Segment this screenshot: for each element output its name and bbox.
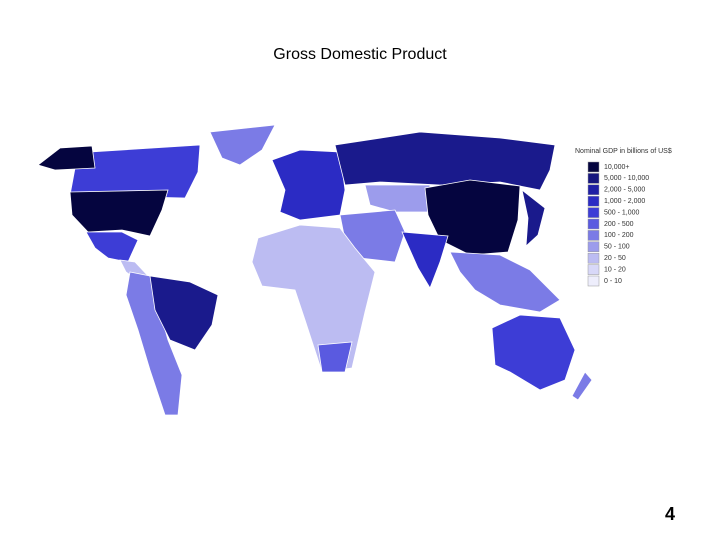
legend-swatch (587, 230, 600, 241)
legend-label: 50 - 100 (604, 244, 630, 251)
legend-label: 10 - 20 (604, 266, 626, 273)
country (69, 189, 169, 237)
country (317, 341, 353, 373)
legend-swatch (587, 184, 600, 196)
page-number: 4 (665, 504, 675, 524)
legend-label: 200 - 500 (604, 221, 634, 228)
country (571, 371, 593, 401)
legend-swatch (587, 241, 600, 253)
legend-swatch (587, 264, 600, 275)
legend-swatch (587, 252, 600, 264)
legend-swatch (587, 275, 600, 287)
legend-label: 1,000 - 2,000 (604, 198, 645, 205)
country (271, 149, 346, 221)
country (37, 145, 96, 171)
country (364, 184, 431, 213)
legend: Nominal GDP in billions of US$ 10,000+ 5,… (575, 148, 672, 287)
country (491, 314, 576, 391)
legend-label: 2,000 - 5,000 (604, 187, 645, 194)
country (251, 224, 376, 373)
legend-swatch (587, 161, 600, 173)
country (149, 275, 219, 351)
legend-label: 0 - 10 (604, 278, 622, 285)
country (401, 231, 449, 289)
world-map (37, 124, 593, 416)
legend-label: 10,000+ (604, 164, 630, 171)
country (449, 251, 561, 313)
legend-label: 20 - 50 (604, 255, 626, 262)
country (334, 131, 556, 191)
legend-swatch (587, 218, 600, 230)
country (209, 124, 276, 166)
legend-swatch (587, 195, 600, 207)
legend-label: 5,000 - 10,000 (604, 175, 649, 182)
legend-label: 500 - 1,000 (604, 209, 640, 216)
legend-swatch (587, 207, 600, 218)
legend-label: 100 - 200 (604, 232, 634, 239)
legend-title: Nominal GDP in billions of US$ (575, 148, 672, 155)
legend-swatch (587, 173, 600, 184)
title: Gross Domestic Product (273, 46, 447, 63)
country (424, 179, 521, 256)
country (521, 189, 546, 247)
